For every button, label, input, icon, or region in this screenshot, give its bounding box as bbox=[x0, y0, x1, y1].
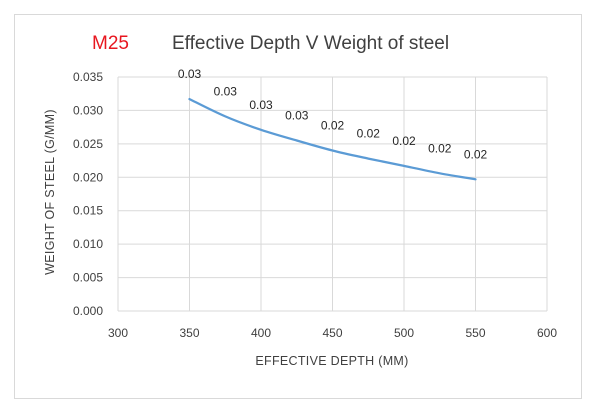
chart-title-prefix: M25 bbox=[92, 33, 129, 54]
data-label: 0.03 bbox=[249, 98, 273, 112]
data-point bbox=[403, 165, 405, 167]
x-tick-label: 300 bbox=[108, 326, 128, 340]
x-axis-title: EFFECTIVE DEPTH (MM) bbox=[255, 354, 408, 368]
data-point bbox=[260, 129, 262, 131]
y-tick-label: 0.005 bbox=[73, 271, 103, 285]
y-tick-label: 0.035 bbox=[73, 70, 103, 84]
chart-title: Effective Depth V Weight of steel bbox=[172, 33, 449, 54]
data-label: 0.02 bbox=[357, 127, 381, 141]
y-tick-label: 0.025 bbox=[73, 137, 103, 151]
x-axis-ticks: 300 350 400 450 500 550 600 bbox=[108, 326, 557, 340]
data-label: 0.02 bbox=[428, 141, 452, 155]
data-point bbox=[367, 158, 369, 160]
x-tick-label: 450 bbox=[322, 326, 342, 340]
data-label: 0.03 bbox=[178, 67, 202, 81]
y-tick-label: 0.015 bbox=[73, 204, 103, 218]
data-point bbox=[332, 150, 334, 152]
data-labels: 0.03 0.03 0.03 0.03 0.02 0.02 0.02 0.02 0.02 bbox=[178, 67, 488, 161]
y-tick-label: 0.000 bbox=[73, 304, 103, 318]
data-label: 0.03 bbox=[214, 84, 238, 98]
y-tick-label: 0.020 bbox=[73, 170, 103, 184]
y-tick-label: 0.030 bbox=[73, 103, 103, 117]
chart-frame bbox=[14, 14, 582, 399]
x-tick-label: 400 bbox=[251, 326, 271, 340]
data-label: 0.02 bbox=[464, 147, 488, 161]
data-point bbox=[439, 172, 441, 174]
gridlines bbox=[117, 76, 548, 312]
y-axis-title: WEIGHT OF STEEL (G/MM) bbox=[43, 109, 57, 275]
x-tick-label: 550 bbox=[465, 326, 485, 340]
series-layer bbox=[188, 97, 477, 181]
data-label: 0.02 bbox=[321, 119, 345, 133]
data-point bbox=[296, 140, 298, 142]
data-point bbox=[224, 115, 226, 117]
x-tick-label: 500 bbox=[394, 326, 414, 340]
x-tick-label: 350 bbox=[179, 326, 199, 340]
data-label: 0.02 bbox=[392, 134, 416, 148]
data-point bbox=[475, 178, 477, 180]
series-line bbox=[188, 97, 477, 181]
data-point bbox=[189, 98, 191, 100]
y-tick-label: 0.010 bbox=[73, 237, 103, 251]
data-label: 0.03 bbox=[285, 109, 309, 123]
x-tick-label: 600 bbox=[537, 326, 557, 340]
y-axis-ticks: 0.000 0.005 0.010 0.015 0.020 0.025 0.030 0.035 bbox=[73, 70, 103, 318]
